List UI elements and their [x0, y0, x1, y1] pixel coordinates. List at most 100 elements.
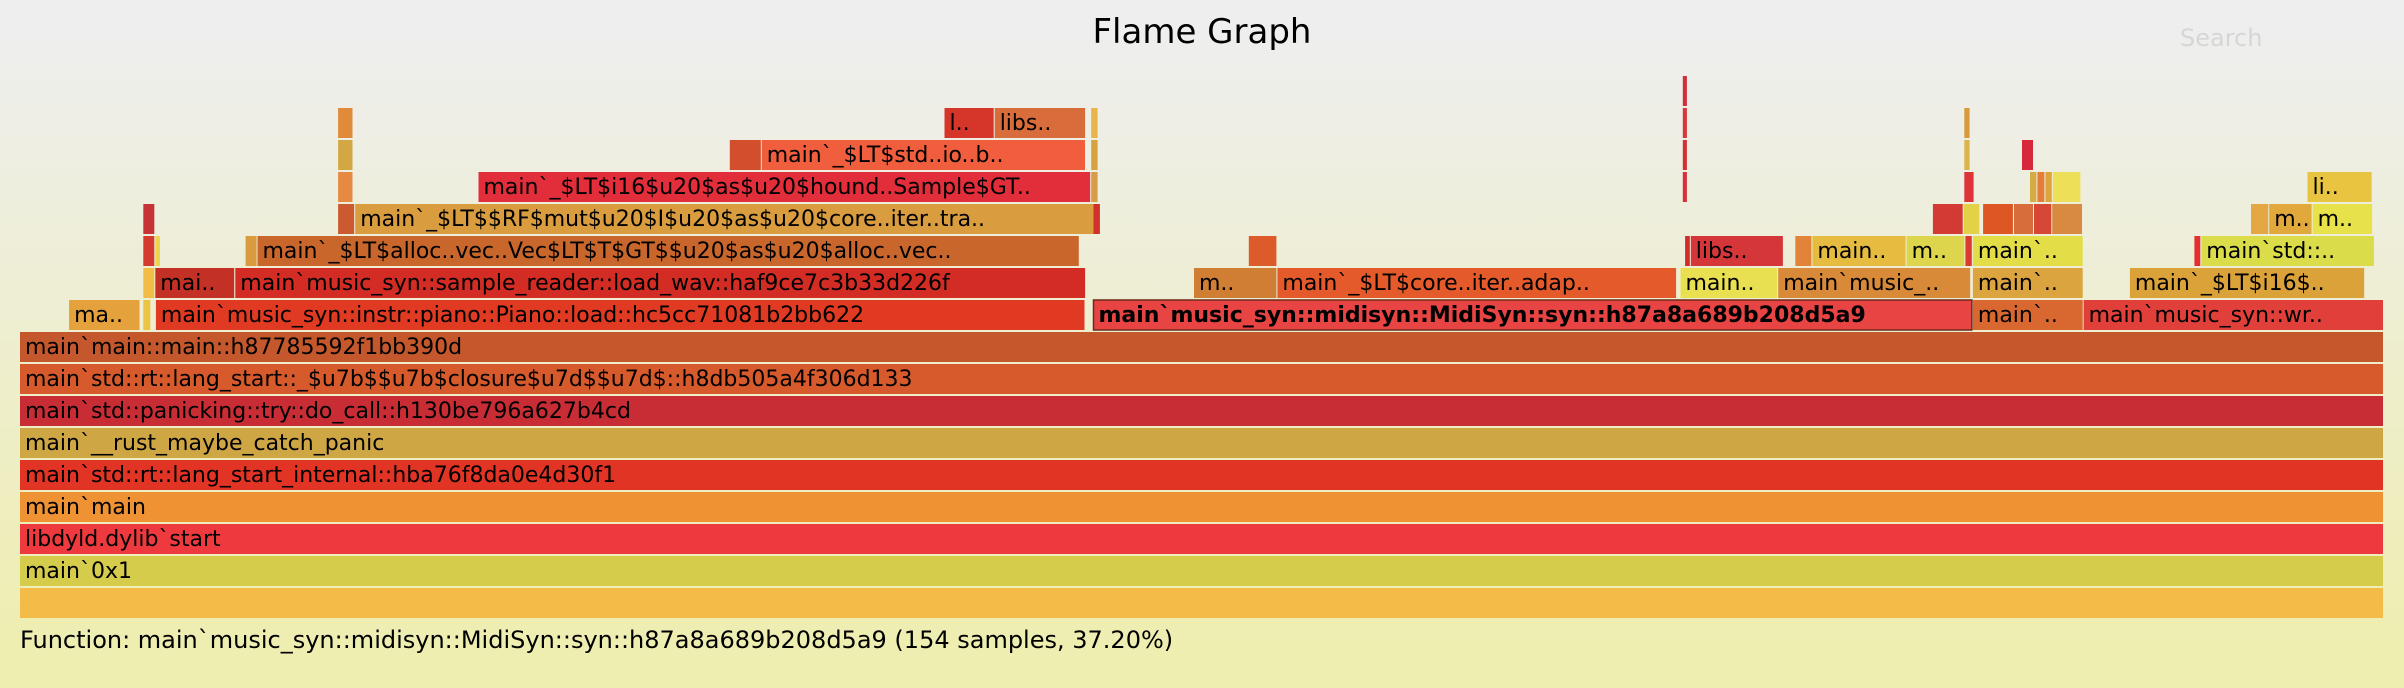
- frame-rect: [1091, 172, 1098, 202]
- flame-frame[interactable]: [2052, 204, 2082, 234]
- frame-rect: [20, 492, 2383, 522]
- flame-frame[interactable]: [338, 140, 353, 170]
- flame-frame[interactable]: [143, 268, 155, 298]
- flame-frame[interactable]: main`_$LT$i16$..: [2129, 268, 2365, 298]
- flame-frame[interactable]: [2030, 172, 2037, 202]
- flame-frame[interactable]: [729, 140, 761, 170]
- frame-rect: [143, 204, 155, 234]
- frame-rect: [729, 140, 761, 170]
- flame-frame[interactable]: [1248, 236, 1277, 266]
- flame-frame[interactable]: [1682, 76, 1687, 106]
- flame-frame[interactable]: [2022, 140, 2033, 170]
- flame-frame[interactable]: l..: [944, 108, 994, 138]
- flame-frame[interactable]: main`std::rt::lang_start_internal::hba76…: [20, 460, 2383, 490]
- flame-frame[interactable]: [1964, 140, 1970, 170]
- flame-frame[interactable]: [143, 236, 155, 266]
- frame-rect: [155, 236, 160, 266]
- flame-frame[interactable]: libdyld.dylib`start: [20, 524, 2383, 554]
- flame-frame[interactable]: [155, 236, 160, 266]
- flame-frame[interactable]: [1964, 172, 1974, 202]
- flame-frame[interactable]: [2194, 236, 2201, 266]
- frame-rect: [20, 460, 2383, 490]
- flame-frame[interactable]: main`_$LT$i16$u20$as$u20$hound..Sample$G…: [478, 172, 1091, 202]
- flame-frame[interactable]: [1091, 108, 1098, 138]
- flame-frame[interactable]: main`_$LT$$RF$mut$u20$I$u20$as$u20$core.…: [355, 204, 1094, 234]
- flame-frame[interactable]: main`music_syn::instr::piano::Piano::loa…: [155, 300, 1085, 330]
- frame-rect: [2030, 172, 2037, 202]
- flame-frame[interactable]: m..: [1194, 268, 1277, 298]
- flame-frame[interactable]: libs..: [1690, 236, 1783, 266]
- frame-rect: [1963, 204, 1980, 234]
- flame-frame[interactable]: [1963, 204, 1980, 234]
- frame-rect: [143, 268, 155, 298]
- frame-rect: [245, 236, 257, 266]
- flame-frame[interactable]: main`..: [1972, 236, 2083, 266]
- flame-frame[interactable]: main`__rust_maybe_catch_panic: [20, 428, 2383, 458]
- flame-frame[interactable]: m..: [2312, 204, 2373, 234]
- flame-frame[interactable]: [245, 236, 257, 266]
- flame-frame[interactable]: [1795, 236, 1812, 266]
- search-button[interactable]: Search: [2180, 24, 2263, 52]
- flame-frame[interactable]: ma..: [69, 300, 140, 330]
- flame-frame[interactable]: [1091, 172, 1098, 202]
- flame-frame[interactable]: [338, 204, 355, 234]
- frame-rect: [1906, 236, 1965, 266]
- flame-frame[interactable]: [2045, 172, 2052, 202]
- flame-frame[interactable]: [1682, 108, 1687, 138]
- flame-frame[interactable]: main`music_syn::sample_reader::load_wav:…: [235, 268, 1086, 298]
- frame-rect: [1972, 236, 2083, 266]
- frame-rect: [478, 172, 1091, 202]
- flame-frame[interactable]: [2014, 204, 2033, 234]
- flame-frame[interactable]: main`std::panicking::try::do_call::h130b…: [20, 396, 2383, 426]
- flame-frame[interactable]: [1964, 108, 1970, 138]
- flame-frame[interactable]: main`music_syn::wr..: [2083, 300, 2383, 330]
- flame-frame[interactable]: [1685, 236, 1690, 266]
- flame-frame[interactable]: li..: [2307, 172, 2372, 202]
- flame-frame[interactable]: [1965, 236, 1972, 266]
- flame-frame[interactable]: [338, 172, 353, 202]
- flame-frame[interactable]: [1983, 204, 2013, 234]
- frame-rect: [338, 108, 353, 138]
- flame-frame[interactable]: m..: [2269, 204, 2312, 234]
- flame-frame[interactable]: [338, 108, 353, 138]
- flame-frame[interactable]: m..: [1906, 236, 1965, 266]
- flame-frame[interactable]: [2037, 172, 2045, 202]
- frame-rect: [2129, 268, 2365, 298]
- frame-rect: [2083, 300, 2383, 330]
- flame-frame[interactable]: main`..: [1972, 300, 2083, 330]
- flame-frame[interactable]: main`music_..: [1778, 268, 1971, 298]
- flame-frame[interactable]: main..: [1680, 268, 1778, 298]
- highlighted-frame[interactable]: main`music_syn::midisyn::MidiSyn::syn::h…: [1092, 299, 1973, 331]
- flame-frame[interactable]: [143, 300, 151, 330]
- frame-rect: [1277, 268, 1677, 298]
- flame-frame[interactable]: [20, 588, 2383, 618]
- flame-frame[interactable]: [1093, 204, 1100, 234]
- flame-frame[interactable]: main..: [1812, 236, 1906, 266]
- flame-frame[interactable]: [2052, 172, 2081, 202]
- flame-frame[interactable]: main`main: [20, 492, 2383, 522]
- frame-rect: [2312, 204, 2373, 234]
- flame-frame[interactable]: main`std::..: [2201, 236, 2374, 266]
- frame-rect: [1685, 236, 1690, 266]
- flame-frame[interactable]: main`_$LT$core..iter..adap..: [1277, 268, 1677, 298]
- flame-frame[interactable]: [2251, 204, 2269, 234]
- flame-frame[interactable]: [1932, 204, 1963, 234]
- flame-frame[interactable]: libs..: [994, 108, 1086, 138]
- flame-frame[interactable]: [2034, 204, 2052, 234]
- flame-frame[interactable]: mai..: [155, 268, 235, 298]
- flame-frame[interactable]: main`_$LT$alloc..vec..Vec$LT$T$GT$$u20$a…: [257, 236, 1079, 266]
- frame-rect: [1690, 236, 1783, 266]
- flame-frame[interactable]: [1682, 140, 1687, 170]
- flame-frame[interactable]: [143, 204, 155, 234]
- frame-rect: [1965, 236, 1972, 266]
- frame-rect: [20, 524, 2383, 554]
- flame-frame[interactable]: main`..: [1972, 268, 2083, 298]
- flame-frame[interactable]: [1682, 172, 1687, 202]
- frame-rect: [1812, 236, 1906, 266]
- flame-frame[interactable]: main`std::rt::lang_start::_$u7b$$u7b$clo…: [20, 364, 2383, 394]
- flame-frame[interactable]: main`_$LT$std..io..b..: [761, 140, 1085, 170]
- details-text: Function: main`music_syn::midisyn::MidiS…: [20, 626, 1174, 654]
- flame-frame[interactable]: [1091, 140, 1098, 170]
- flame-frame[interactable]: main`0x1: [20, 556, 2383, 586]
- flame-frame[interactable]: main`main::main::h87785592f1bb390d: [20, 332, 2383, 362]
